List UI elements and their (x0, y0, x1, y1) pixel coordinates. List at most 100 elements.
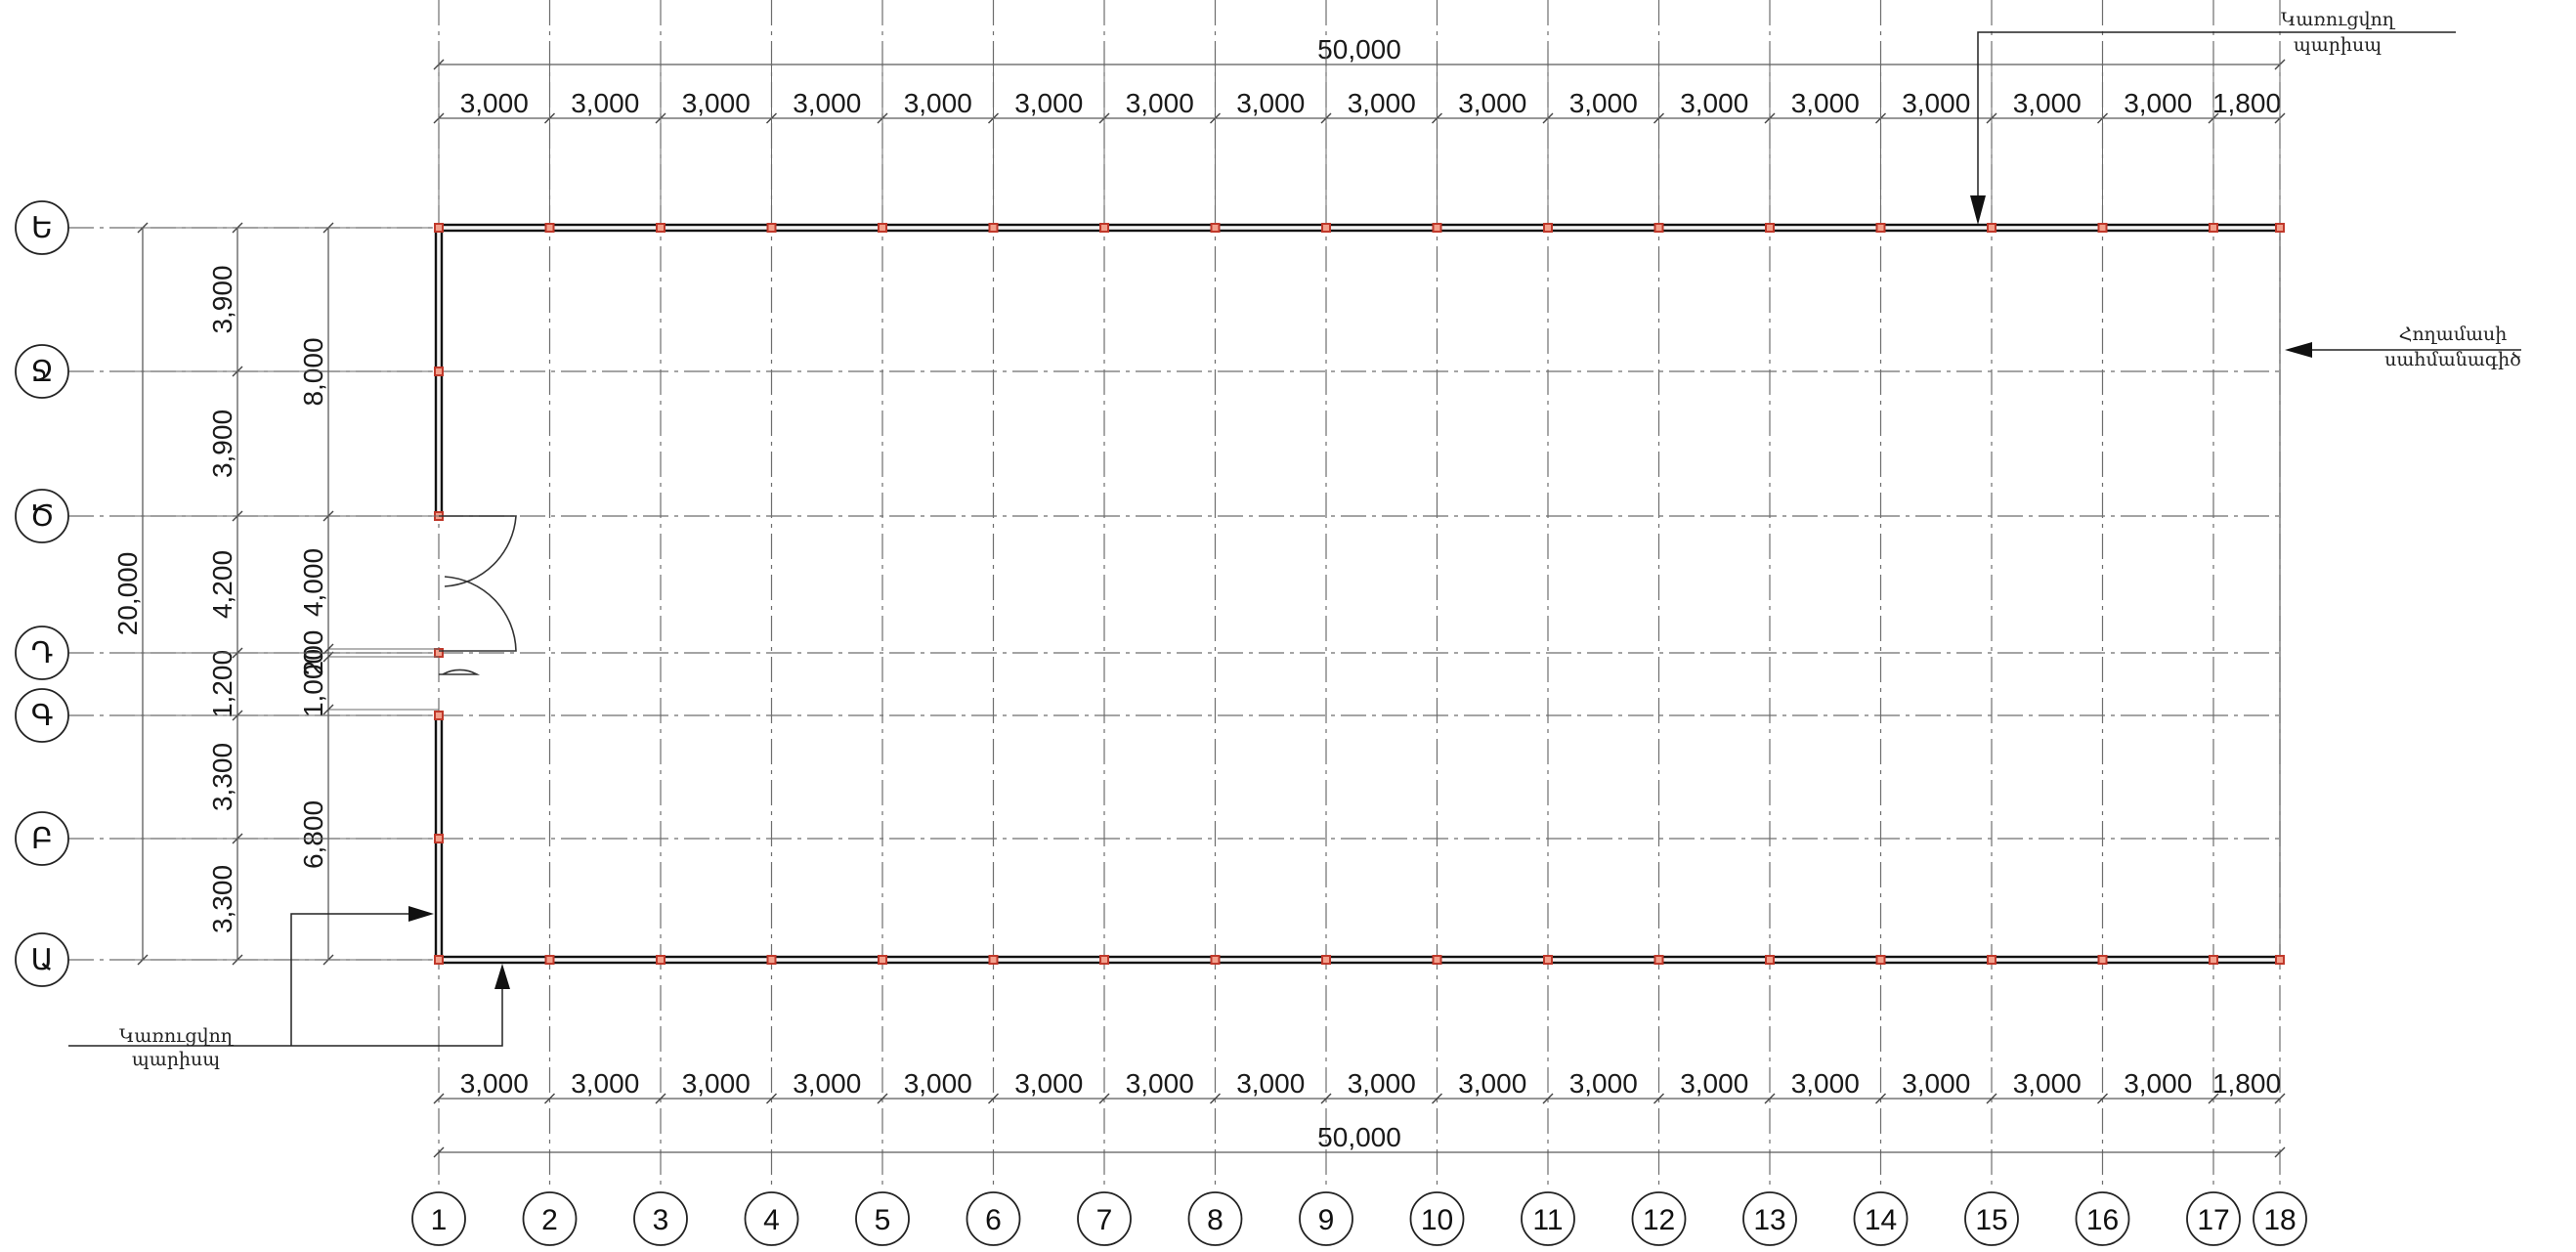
left-row-dim-label-6: 3,300 (207, 865, 237, 933)
col-axis-label-13: 13 (1753, 1204, 1785, 1236)
row-axis-label-4: Դ (31, 637, 54, 669)
bottom-spacing-dim-tick-12 (1764, 1093, 1776, 1104)
left-row-dim-label-1: 3,900 (207, 265, 237, 333)
post-top-17 (2209, 223, 2218, 233)
note-new-fence-top-line1: Կառուցվող (2281, 9, 2396, 30)
col-axis-bubble-17 (2186, 1191, 2241, 1246)
col-axis-bubble-10 (1409, 1191, 1465, 1246)
bottom-spacing-dim-label-3: 3,000 (682, 1068, 751, 1099)
post-top-8 (1210, 223, 1221, 233)
left-opening-dim-label-4: 1,000 (298, 649, 328, 717)
top-total-dim-label-1: 50,000 (1317, 34, 1401, 65)
col-axis-bubble-5 (855, 1191, 910, 1246)
top-spacing-dim-label-12: 3,000 (1680, 88, 1748, 118)
bottom-spacing-dim-tick-2 (655, 1093, 666, 1104)
top-spacing-dim-label-5: 3,000 (904, 88, 972, 118)
row-axis-label-7: Ա (31, 944, 54, 976)
post-left-6 (434, 834, 444, 843)
bottom-spacing-dim-label-1: 3,000 (460, 1068, 529, 1099)
post-top-9 (1321, 223, 1331, 233)
post-left-5 (434, 711, 444, 720)
col-axis-label-15: 15 (1975, 1204, 2007, 1236)
col-axis-label-16: 16 (2086, 1204, 2119, 1236)
bottom-spacing-dim-label-14: 3,000 (1902, 1068, 1970, 1099)
row-axis-label-5: Գ (31, 700, 54, 732)
arrow-new-fence-left (408, 906, 434, 922)
post-bottom-3 (656, 955, 665, 965)
col-axis-label-10: 10 (1421, 1204, 1453, 1236)
row-axis-label-2: Ջ (30, 356, 53, 388)
gate-leaf-lower (439, 576, 517, 652)
post-bottom-8 (1210, 955, 1221, 965)
row-axis-label-1: Ե (31, 212, 53, 244)
post-top-16 (2097, 223, 2108, 233)
post-bottom-2 (544, 955, 555, 965)
bottom-spacing-dim-tick-16 (2208, 1093, 2219, 1104)
bottom-total-dim-label-1: 50,000 (1317, 1122, 1401, 1152)
bottom-spacing-dim-tick-11 (1653, 1093, 1664, 1104)
bottom-spacing-dim-label-9: 3,000 (1348, 1068, 1416, 1099)
row-axis-label-3: Ծ (29, 500, 55, 533)
post-bottom-18 (2275, 955, 2285, 965)
left-opening-dim-label-2: 4,000 (298, 548, 328, 617)
col-axis-label-18: 18 (2263, 1204, 2296, 1236)
wicket-door (439, 669, 481, 675)
left-row-dim-label-5: 3,300 (207, 743, 237, 811)
col-axis-label-11: 11 (1532, 1204, 1563, 1236)
col-axis-bubble-11 (1521, 1191, 1575, 1246)
top-spacing-dim-label-4: 3,000 (793, 88, 861, 118)
row-axis-bubble-1 (15, 200, 69, 255)
col-axis-bubble-9 (1299, 1191, 1353, 1246)
post-bottom-4 (766, 955, 777, 965)
bottom-spacing-dim-tick-9 (1432, 1093, 1442, 1104)
bottom-spacing-dim-tick-6 (1098, 1093, 1110, 1104)
bottom-spacing-dim-tick-13 (1875, 1093, 1886, 1104)
post-bottom-7 (1099, 955, 1109, 965)
row-axis-bubble-6 (15, 811, 69, 866)
bottom-spacing-dim-label-15: 3,000 (2013, 1068, 2082, 1099)
col-axis-bubble-15 (1964, 1191, 2019, 1246)
bottom-total-dim-tick-1 (2274, 1146, 2286, 1158)
row-axis-bubble-3 (15, 489, 69, 543)
annotations: Կառուցվող պարիսպ Հողամասի սահմանագիծ Կառ… (68, 9, 2521, 1070)
row-axis-bubble-4 (15, 626, 69, 680)
bottom-spacing-dim-label-11: 3,000 (1569, 1068, 1638, 1099)
top-spacing-dim-label-6: 3,000 (1014, 88, 1083, 118)
top-spacing-dim-label-10: 3,000 (1458, 88, 1526, 118)
post-top-13 (1765, 223, 1775, 233)
col-axis-bubble-3 (633, 1191, 688, 1246)
top-spacing-dim-label-11: 3,000 (1569, 88, 1638, 118)
arrow-plot-boundary (2285, 342, 2312, 358)
post-bottom-6 (988, 955, 999, 965)
col-axis-label-8: 8 (1207, 1204, 1224, 1236)
post-top-18 (2275, 223, 2285, 233)
left-row-dim-label-2: 3,900 (207, 410, 237, 478)
fence-wall-bottom (437, 955, 2282, 965)
post-bottom-12 (1653, 955, 1664, 965)
row-axis-bubble-7 (15, 932, 69, 987)
bottom-spacing-dim-tick-0 (433, 1093, 445, 1104)
bottom-spacing-dim-label-12: 3,000 (1680, 1068, 1748, 1099)
top-spacing-dim-label-17: 1,800 (2212, 88, 2281, 118)
leader-new-fence-bottom (68, 968, 503, 1047)
post-bottom-5 (878, 955, 887, 965)
col-axis-bubble-14 (1853, 1191, 1909, 1246)
col-axis-label-4: 4 (763, 1204, 780, 1236)
post-top-1 (434, 223, 444, 233)
top-spacing-dim-label-13: 3,000 (1791, 88, 1860, 118)
bottom-spacing-dim-label-17: 1,800 (2212, 1068, 2281, 1099)
top-spacing-dim-label-8: 3,000 (1236, 88, 1305, 118)
post-bottom-13 (1765, 955, 1775, 965)
col-axis-bubble-18 (2253, 1191, 2307, 1246)
top-spacing-dim-label-15: 3,000 (2013, 88, 2082, 118)
top-spacing-dim-label-14: 3,000 (1902, 88, 1970, 118)
bottom-spacing-dim-tick-4 (877, 1093, 888, 1104)
post-bottom-1 (434, 955, 444, 965)
post-bottom-11 (1543, 955, 1553, 965)
row-axis-bubble-2 (15, 344, 69, 399)
post-top-4 (766, 223, 777, 233)
leader-new-fence-top (1977, 31, 2456, 217)
post-bottom-10 (1432, 955, 1442, 965)
col-axis-label-6: 6 (985, 1204, 1002, 1236)
